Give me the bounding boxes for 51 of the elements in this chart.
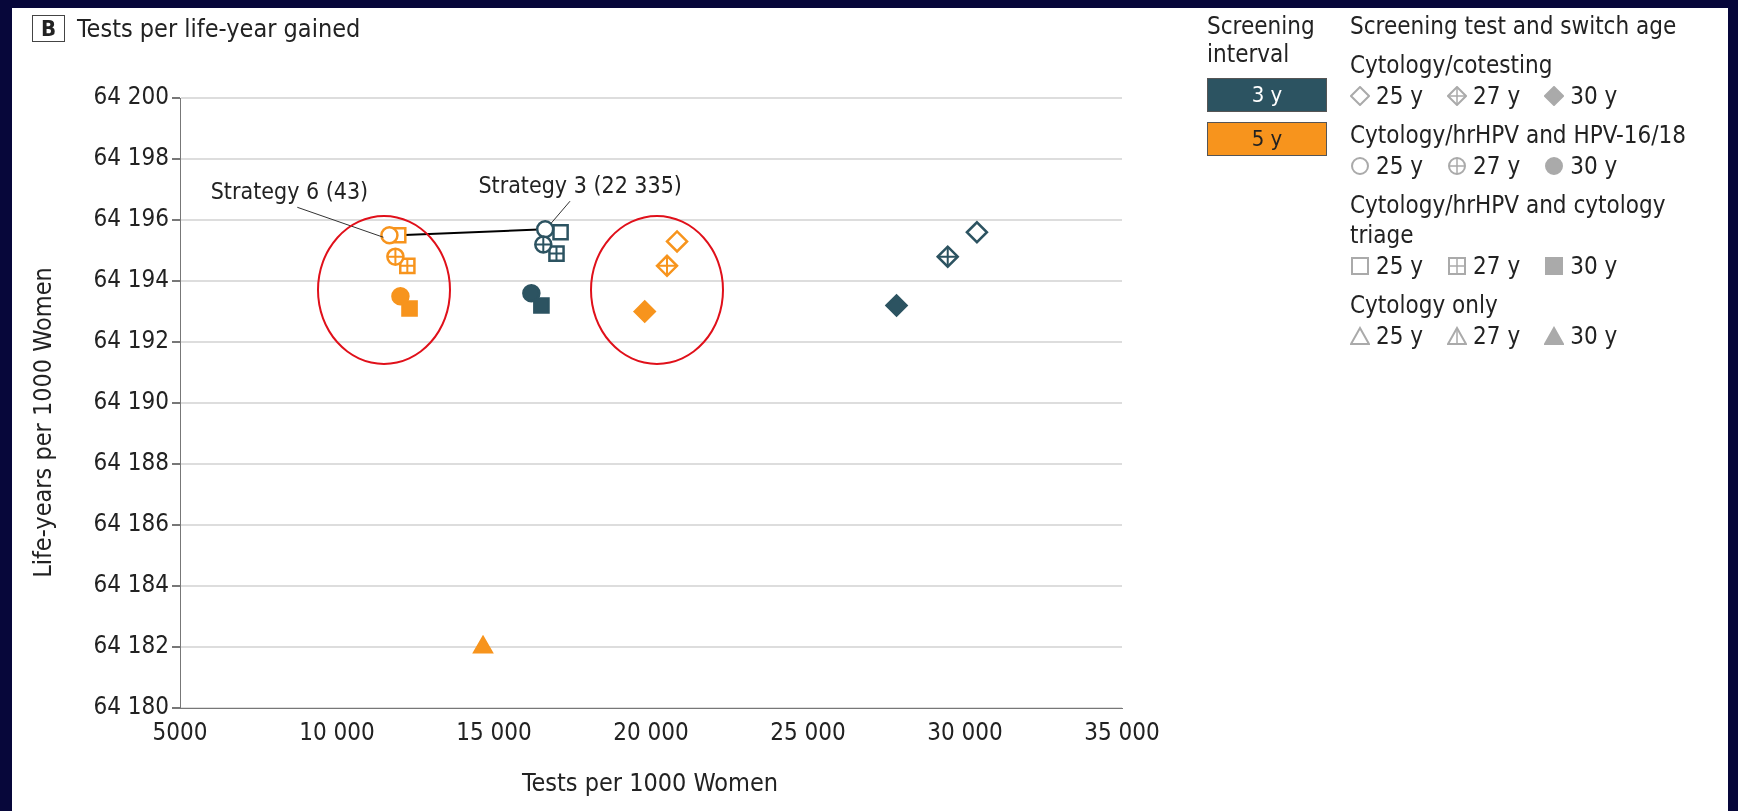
x-tick-label: 20 000 bbox=[613, 717, 689, 746]
x-tick-label: 10 000 bbox=[299, 717, 375, 746]
annotation: Strategy 3 (22 335) bbox=[478, 172, 682, 199]
text: 30 y bbox=[1570, 252, 1618, 280]
text: 25 y bbox=[1376, 252, 1424, 280]
point bbox=[535, 219, 555, 239]
text: 25 y bbox=[1376, 152, 1424, 180]
y-tick-label: 64 196 bbox=[93, 204, 169, 233]
y-tick-label: 64 190 bbox=[93, 387, 169, 416]
text: 30 y bbox=[1570, 152, 1618, 180]
text: 25 y bbox=[1376, 322, 1424, 350]
y-axis-title: Life-years per 1000 Women bbox=[27, 266, 57, 580]
legend-title: Screening interval bbox=[1207, 12, 1316, 68]
text: Cytology/hrHPV and HPV-16/18 bbox=[1350, 120, 1688, 150]
text: Cytology/hrHPV and cytology triage bbox=[1350, 190, 1667, 250]
text: 27 y bbox=[1473, 82, 1521, 110]
text: 27 y bbox=[1473, 252, 1521, 280]
chart-title: Tests per life-year gained bbox=[77, 14, 361, 43]
x-axis-title: Tests per 1000 Women bbox=[520, 768, 780, 797]
point bbox=[473, 635, 493, 654]
text: Cytology/cotesting bbox=[1350, 50, 1554, 80]
y-tick-label: 64 194 bbox=[93, 265, 169, 294]
text: 27 y bbox=[1473, 152, 1521, 180]
y-tick-label: 64 182 bbox=[93, 631, 169, 660]
text: B bbox=[32, 15, 66, 42]
text: 30 y bbox=[1570, 322, 1618, 350]
x-tick-label: 30 000 bbox=[927, 717, 1003, 746]
text: 30 y bbox=[1570, 82, 1618, 110]
point bbox=[665, 230, 689, 253]
point bbox=[522, 284, 541, 303]
text: 3 y bbox=[1207, 78, 1327, 112]
y-tick-label: 64 192 bbox=[93, 326, 169, 355]
point bbox=[885, 294, 908, 317]
y-tick-label: 64 198 bbox=[93, 143, 169, 172]
point bbox=[965, 220, 989, 244]
point bbox=[552, 223, 569, 241]
y-tick-label: 64 188 bbox=[93, 448, 169, 477]
y-tick-label: 64 186 bbox=[93, 509, 169, 538]
y-tick-label: 64 184 bbox=[93, 570, 169, 599]
x-tick-label: 15 000 bbox=[456, 717, 532, 746]
point bbox=[533, 297, 550, 314]
text: Cytology only bbox=[1350, 290, 1499, 320]
text: Screening test and switch age bbox=[1350, 12, 1678, 40]
annotation: Strategy 6 (43) bbox=[210, 178, 369, 205]
text: 5 y bbox=[1207, 122, 1327, 156]
y-tick-label: 64 200 bbox=[93, 82, 169, 111]
point bbox=[380, 226, 399, 245]
text: 25 y bbox=[1376, 82, 1424, 110]
x-tick-label: 35 000 bbox=[1084, 717, 1160, 746]
text: 27 y bbox=[1473, 322, 1521, 350]
x-tick-label: 25 000 bbox=[770, 717, 846, 746]
